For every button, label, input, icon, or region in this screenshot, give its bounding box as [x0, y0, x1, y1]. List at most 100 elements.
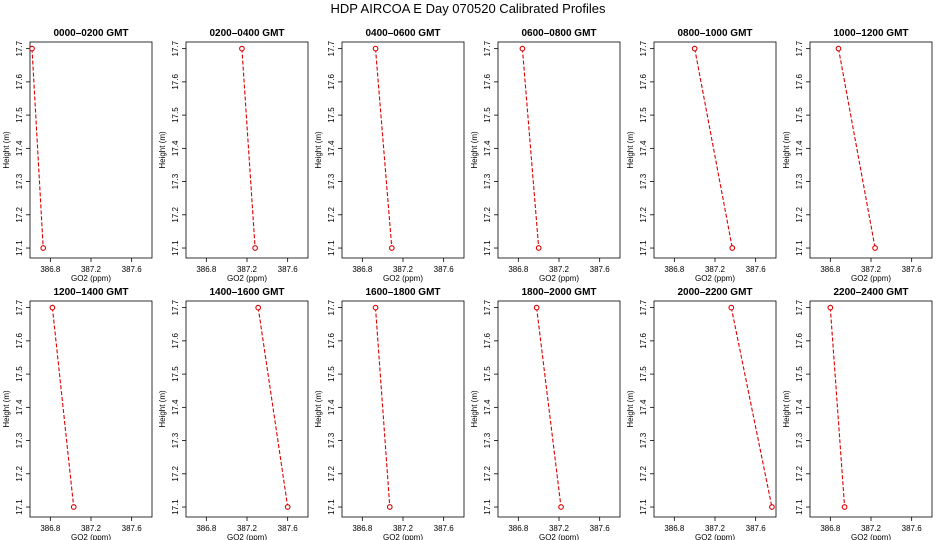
- y-tick-label: 17.6: [171, 333, 180, 349]
- y-axis-label: Height (m): [2, 390, 11, 428]
- data-point: [372, 45, 379, 52]
- y-axis-label: Height (m): [158, 390, 167, 428]
- profile-panel: 0800–1000 GMT 386.8 387.2 387.6 17.1 17.2 17.3…: [626, 28, 777, 283]
- y-tick-label: 17.5: [15, 366, 24, 382]
- x-tick-label: 386.8: [820, 524, 841, 533]
- y-tick-label: 17.7: [15, 299, 24, 315]
- y-tick-label: 17.7: [483, 40, 492, 56]
- x-tick-label: 387.6: [746, 524, 767, 533]
- profile-line: [257, 307, 289, 508]
- profile-line: [837, 48, 876, 249]
- y-tick-label: 17.3: [171, 173, 180, 189]
- y-tick-label: 17.7: [171, 299, 180, 315]
- profile-line: [730, 307, 773, 508]
- y-tick-label: 17.2: [795, 465, 804, 481]
- y-tick-label: 17.6: [483, 333, 492, 349]
- y-tick-label: 17.2: [483, 206, 492, 222]
- y-tick-label: 17.3: [15, 432, 24, 448]
- y-tick-label: 17.3: [795, 173, 804, 189]
- plot-frame: [341, 41, 465, 259]
- profile-line: [31, 48, 44, 249]
- profile-panel: 1600–1800 GMT 386.8 387.2 387.6 17.1 17.2 17.3…: [314, 287, 465, 540]
- y-tick-label: 17.4: [795, 399, 804, 415]
- x-tick-label: 386.8: [40, 524, 61, 533]
- x-axis-label: GO2 (ppm): [383, 274, 423, 283]
- data-point: [386, 504, 393, 510]
- y-tick-label: 17.6: [795, 74, 804, 90]
- panel-title: 1000–1200 GMT: [833, 28, 908, 39]
- x-axis-label: GO2 (ppm): [71, 274, 111, 283]
- x-tick-label: 387.6: [590, 524, 611, 533]
- y-tick-label: 17.4: [15, 399, 24, 415]
- y-tick-label: 17.5: [327, 366, 336, 382]
- x-tick-label: 387.2: [393, 524, 414, 533]
- x-tick-label: 387.2: [237, 265, 258, 274]
- profile-panel: 2000–2200 GMT 386.8 387.2 387.6 17.1 17.2 17.3…: [626, 287, 777, 540]
- y-tick-label: 17.5: [171, 107, 180, 123]
- y-tick-label: 17.2: [171, 206, 180, 222]
- data-point: [558, 504, 564, 510]
- y-tick-label: 17.2: [483, 465, 492, 481]
- data-point: [239, 45, 245, 52]
- x-tick-label: 387.2: [549, 524, 570, 533]
- y-tick-label: 17.4: [483, 140, 492, 156]
- y-tick-label: 17.6: [15, 74, 24, 90]
- y-axis-label: Height (m): [782, 390, 791, 428]
- y-tick-label: 17.6: [15, 333, 24, 349]
- x-axis-label: GO2 (ppm): [695, 274, 735, 283]
- x-tick-label: 387.2: [705, 524, 726, 533]
- data-point: [49, 304, 56, 311]
- data-point: [535, 245, 542, 251]
- y-axis-label: Height (m): [626, 131, 635, 169]
- y-tick-label: 17.5: [171, 366, 180, 382]
- y-tick-label: 17.5: [483, 107, 492, 123]
- y-axis-label: Height (m): [2, 131, 11, 169]
- x-tick-label: 387.6: [434, 524, 455, 533]
- plot-frame: [185, 300, 309, 518]
- y-axis-label: Height (m): [782, 131, 791, 169]
- y-tick-label: 17.2: [327, 465, 336, 481]
- plot-frame: [185, 41, 309, 259]
- profile-line: [241, 48, 256, 249]
- x-tick-label: 387.6: [278, 265, 299, 274]
- y-tick-label: 17.3: [327, 432, 336, 448]
- x-tick-label: 387.2: [861, 265, 882, 274]
- y-tick-label: 17.2: [639, 206, 648, 222]
- panel-title: 0400–0600 GMT: [365, 28, 440, 39]
- y-tick-label: 17.7: [483, 299, 492, 315]
- profile-line: [51, 307, 75, 508]
- plot-frame: [653, 300, 777, 518]
- panel-title: 1400–1600 GMT: [209, 287, 284, 298]
- profile-panel: 0400–0600 GMT 386.8 387.2 387.6 17.1 17.2 17.3…: [314, 28, 465, 283]
- y-tick-label: 17.1: [171, 499, 180, 515]
- data-point: [728, 304, 735, 311]
- data-point: [691, 45, 698, 52]
- data-point: [284, 504, 291, 510]
- x-tick-label: 386.8: [508, 524, 529, 533]
- y-tick-label: 17.3: [483, 432, 492, 448]
- data-point: [372, 304, 379, 311]
- panel-title: 1600–1800 GMT: [365, 287, 440, 298]
- x-tick-label: 387.2: [549, 265, 570, 274]
- x-axis-label: GO2 (ppm): [71, 533, 111, 540]
- x-axis-label: GO2 (ppm): [539, 533, 579, 540]
- y-tick-label: 17.4: [483, 399, 492, 415]
- panel-title: 0200–0400 GMT: [209, 28, 284, 39]
- y-tick-label: 17.1: [483, 499, 492, 515]
- x-axis-label: GO2 (ppm): [851, 274, 891, 283]
- y-tick-label: 17.1: [483, 240, 492, 256]
- y-tick-label: 17.3: [15, 173, 24, 189]
- y-axis-label: Height (m): [470, 131, 479, 169]
- data-point: [835, 45, 842, 52]
- profile-panel: 1800–2000 GMT 386.8 387.2 387.6 17.1 17.2 17.3…: [470, 287, 621, 540]
- panel-title: 0000–0200 GMT: [53, 28, 128, 39]
- y-tick-label: 17.5: [639, 107, 648, 123]
- data-point: [255, 304, 262, 311]
- y-axis-label: Height (m): [470, 390, 479, 428]
- x-tick-label: 386.8: [196, 524, 217, 533]
- profile-panel: 1200–1400 GMT 386.8 387.2 387.6 17.1 17.2 17.3…: [2, 287, 153, 540]
- data-point: [40, 245, 47, 251]
- plot-frame: [497, 41, 621, 259]
- y-tick-label: 17.3: [639, 173, 648, 189]
- y-tick-label: 17.5: [795, 366, 804, 382]
